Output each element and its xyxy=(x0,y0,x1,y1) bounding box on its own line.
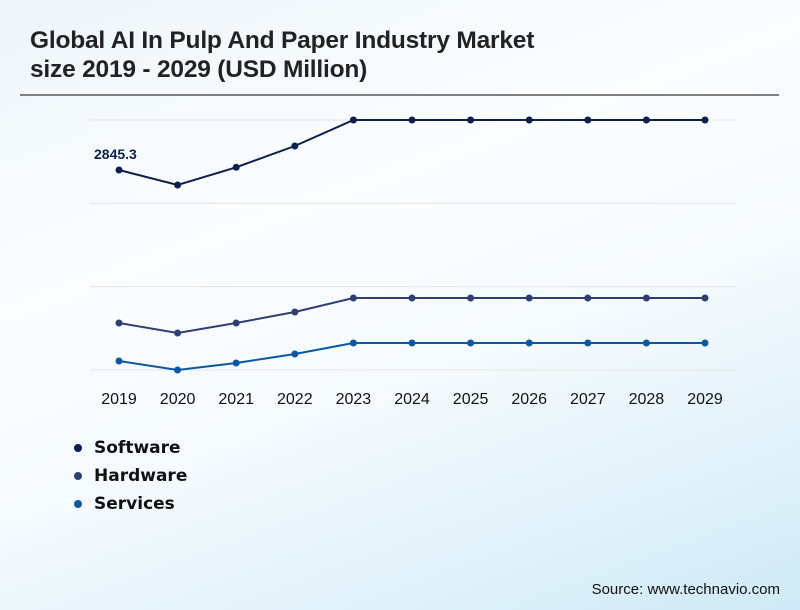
data-point-hardware xyxy=(584,294,592,302)
legend-item-hardware: Hardware xyxy=(70,462,187,490)
data-point-services xyxy=(408,339,416,347)
series-line-hardware xyxy=(118,297,705,335)
data-point-software xyxy=(291,142,299,150)
x-tick-label: 2026 xyxy=(511,391,547,408)
data-point-services xyxy=(642,339,650,347)
data-point-services xyxy=(174,366,182,374)
data-point-services xyxy=(467,339,475,347)
x-tick-label: 2025 xyxy=(453,391,489,408)
data-point-services xyxy=(115,357,123,365)
data-point-software xyxy=(701,116,709,124)
x-tick-label: 2023 xyxy=(336,391,372,408)
data-point-software xyxy=(642,116,650,124)
series-line-services xyxy=(118,342,705,372)
data-point-software xyxy=(232,163,240,171)
data-point-services xyxy=(584,339,592,347)
data-point-services xyxy=(525,339,533,347)
line-chart: 2845.3 2019 2020 2021 2022 2023 2024 2025 2026 2… xyxy=(90,116,736,408)
data-point-software xyxy=(349,116,357,124)
data-point-software xyxy=(408,116,416,124)
x-tick-label: 2028 xyxy=(629,391,665,408)
data-point-hardware xyxy=(701,294,709,302)
data-point-software xyxy=(525,116,533,124)
legend-marker-icon xyxy=(74,444,82,452)
legend-item-software: Software xyxy=(70,434,187,462)
data-labels: 2845.3 xyxy=(94,146,137,162)
data-point-hardware xyxy=(174,329,182,337)
x-tick-label: 2027 xyxy=(570,391,606,408)
series-lines xyxy=(118,119,705,372)
data-point-hardware xyxy=(408,294,416,302)
x-tick-label: 2019 xyxy=(101,391,137,408)
legend-item-services: Services xyxy=(70,490,187,518)
legend-marker-icon xyxy=(74,472,82,480)
data-label: 2845.3 xyxy=(94,146,137,162)
x-tick-label: 2020 xyxy=(160,391,196,408)
data-point-hardware xyxy=(349,294,357,302)
gridlines xyxy=(90,119,736,371)
legend-marker-icon xyxy=(74,500,82,508)
data-point-hardware xyxy=(232,319,240,327)
data-point-software xyxy=(174,181,182,189)
data-point-services xyxy=(349,339,357,347)
x-tick-label: 2024 xyxy=(394,391,430,408)
x-tick-label: 2029 xyxy=(687,391,723,408)
data-point-hardware xyxy=(115,319,123,327)
legend: Software Hardware Services xyxy=(70,434,187,518)
data-point-hardware xyxy=(642,294,650,302)
legend-label: Software xyxy=(94,438,181,458)
series-points xyxy=(115,116,709,374)
chart-title-line-1: Global AI In Pulp And Paper Industry Mar… xyxy=(30,27,535,54)
data-point-software xyxy=(584,116,592,124)
x-axis-ticks: 2019 2020 2021 2022 2023 2024 2025 2026 2027 2028… xyxy=(101,391,723,408)
x-tick-label: 2021 xyxy=(218,391,254,408)
source-text: Source: www.technavio.com xyxy=(591,581,780,598)
data-point-hardware xyxy=(467,294,475,302)
chart-title: Global AI In Pulp And Paper Industry Mar… xyxy=(30,26,750,84)
title-divider xyxy=(20,94,779,96)
data-point-software xyxy=(467,116,475,124)
data-point-hardware xyxy=(291,308,299,316)
series-line-software xyxy=(118,119,705,187)
data-point-services xyxy=(232,359,240,367)
data-point-software xyxy=(115,166,123,174)
legend-label: Hardware xyxy=(94,466,188,486)
data-point-hardware xyxy=(525,294,533,302)
data-point-services xyxy=(701,339,709,347)
legend-label: Services xyxy=(94,494,175,514)
x-tick-label: 2022 xyxy=(277,391,313,408)
chart-title-line-2: size 2019 - 2029 (USD Million) xyxy=(30,56,368,83)
data-point-services xyxy=(291,350,299,358)
